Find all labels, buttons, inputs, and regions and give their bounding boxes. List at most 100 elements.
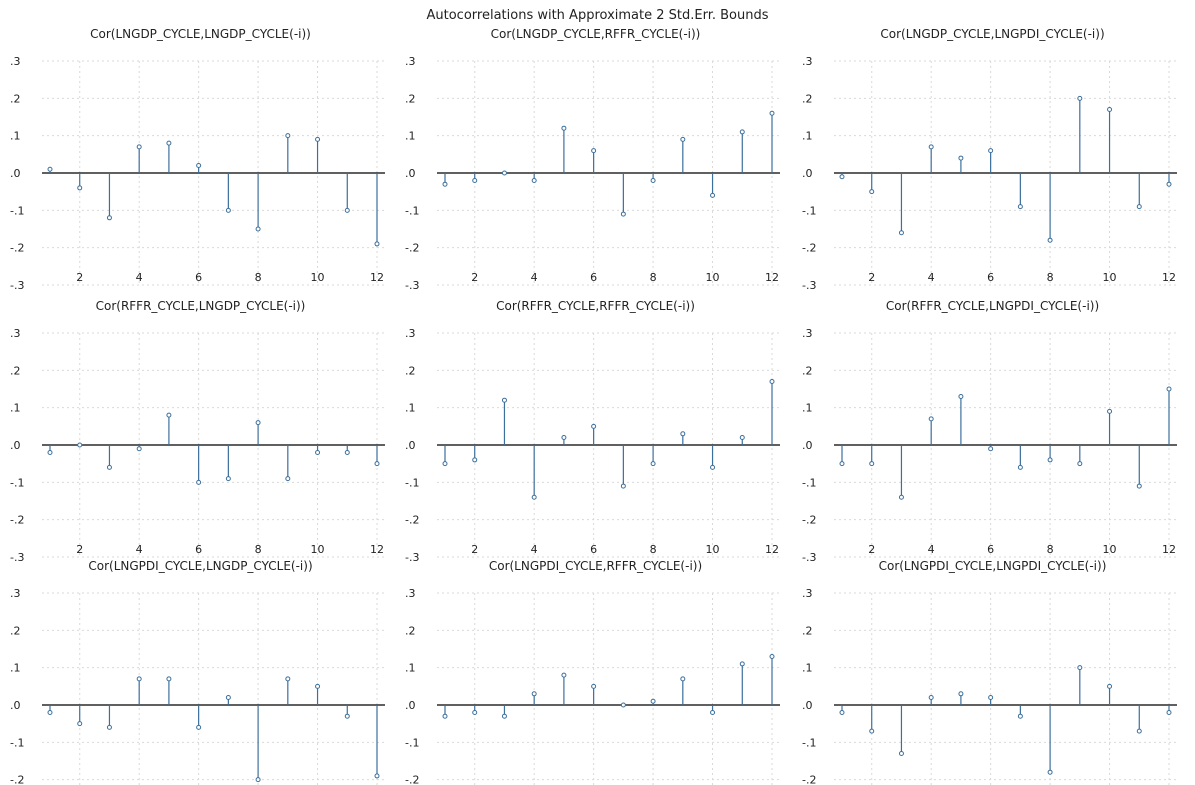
x-tick-label: 4 <box>136 271 143 284</box>
x-tick-label: 4 <box>928 271 935 284</box>
point-lag-9 <box>680 676 686 682</box>
point-lag-9 <box>1077 461 1083 467</box>
point-lag-6 <box>196 724 202 730</box>
y-tick-label: .0 <box>10 439 21 452</box>
x-tick-label: 6 <box>590 271 597 284</box>
panel-title: Cor(LNGDP_CYCLE,RFFR_CYCLE(-i)) <box>491 27 701 41</box>
point-lag-3 <box>898 494 904 500</box>
y-tick-label: -.2 <box>10 774 24 785</box>
x-tick-label: 12 <box>765 271 779 284</box>
y-tick-label: .1 <box>10 402 21 415</box>
x-tick-label: 8 <box>650 271 657 284</box>
point-lag-12 <box>769 653 775 659</box>
point-lag-8 <box>650 177 656 183</box>
point-lag-12 <box>374 773 380 779</box>
panel-title: Cor(LNGDP_CYCLE,LNGPDI_CYCLE(-i)) <box>880 27 1104 41</box>
panel-title: Cor(RFFR_CYCLE,RFFR_CYCLE(-i)) <box>496 299 695 313</box>
point-lag-2 <box>869 461 875 467</box>
point-lag-5 <box>166 140 172 146</box>
point-lag-2 <box>869 189 875 195</box>
point-lag-8 <box>650 698 656 704</box>
point-lag-5 <box>561 435 567 441</box>
point-lag-11 <box>739 129 745 135</box>
point-lag-10 <box>1107 107 1113 113</box>
panel-3: Cor(LNGDP_CYCLE,LNGPDI_CYCLE(-i)) .3 .2 .1.… <box>802 27 1177 292</box>
y-tick-label: .1 <box>10 130 21 143</box>
point-lag-2 <box>472 177 478 183</box>
point-lag-1 <box>839 174 845 180</box>
y-tick-label: .2 <box>10 92 21 105</box>
point-lag-9 <box>285 676 291 682</box>
point-lag-1 <box>47 449 53 455</box>
x-tick-label: 10 <box>706 271 720 284</box>
point-lag-3 <box>106 464 112 470</box>
point-lag-5 <box>166 676 172 682</box>
x-tick-label: 4 <box>531 543 538 556</box>
y-tick-label: .1 <box>405 130 416 143</box>
y-tick-label: -.1 <box>10 476 24 489</box>
y-tick-label: .3 <box>405 587 416 600</box>
x-tick-label: 10 <box>706 543 720 556</box>
x-tick-label: 6 <box>987 543 994 556</box>
point-lag-7 <box>1017 464 1023 470</box>
x-tick-label: 6 <box>195 543 202 556</box>
point-lag-12 <box>1166 709 1172 715</box>
point-lag-6 <box>196 479 202 485</box>
point-lag-12 <box>769 379 775 385</box>
point-lag-7 <box>620 483 626 489</box>
y-tick-label: .2 <box>405 624 416 637</box>
y-tick-label: .3 <box>802 327 813 340</box>
point-lag-4 <box>928 144 934 150</box>
point-lag-8 <box>1047 769 1053 775</box>
x-tick-label: 12 <box>765 543 779 556</box>
y-tick-label: .1 <box>802 130 813 143</box>
y-tick-label: .0 <box>405 439 416 452</box>
y-tick-label: -.3 <box>802 551 816 564</box>
point-lag-5 <box>561 125 567 131</box>
point-lag-4 <box>531 494 537 500</box>
x-tick-label: 8 <box>1047 543 1054 556</box>
panel-9: Cor(LNGPDI_CYCLE,LNGPDI_CYCLE(-i)) .3 .2 .1… <box>802 559 1177 785</box>
point-lag-5 <box>958 393 964 399</box>
point-lag-5 <box>561 672 567 678</box>
point-lag-1 <box>839 461 845 467</box>
panel-title: Cor(LNGPDI_CYCLE,LNGDP_CYCLE(-i)) <box>88 559 312 573</box>
y-tick-label: -.1 <box>10 736 24 749</box>
point-lag-1 <box>442 713 448 719</box>
point-lag-1 <box>47 709 53 715</box>
point-lag-1 <box>839 709 845 715</box>
y-tick-label: -.3 <box>10 279 24 292</box>
point-lag-5 <box>958 691 964 697</box>
point-lag-8 <box>255 226 261 232</box>
point-lag-6 <box>988 695 994 701</box>
x-tick-label: 12 <box>370 543 384 556</box>
point-lag-3 <box>501 397 507 403</box>
point-lag-10 <box>710 464 716 470</box>
point-lag-12 <box>374 241 380 247</box>
panel-1: Cor(LNGDP_CYCLE,LNGDP_CYCLE(-i)) .3 .2 .1 .0… <box>10 27 385 292</box>
point-lag-2 <box>472 709 478 715</box>
y-tick-label: -.2 <box>405 774 419 785</box>
point-lag-8 <box>1047 237 1053 243</box>
point-lag-1 <box>442 181 448 187</box>
x-tick-label: 8 <box>650 543 657 556</box>
y-tick-label: -.2 <box>10 242 24 255</box>
y-tick-label: .3 <box>10 55 21 68</box>
point-lag-11 <box>739 435 745 441</box>
point-lag-10 <box>315 683 321 689</box>
point-lag-4 <box>136 144 142 150</box>
x-tick-label: 6 <box>195 271 202 284</box>
y-tick-label: -.3 <box>405 551 419 564</box>
point-lag-10 <box>710 709 716 715</box>
point-lag-3 <box>898 230 904 236</box>
x-tick-label: 8 <box>255 271 262 284</box>
point-lag-7 <box>1017 204 1023 210</box>
y-tick-label: .3 <box>405 327 416 340</box>
point-lag-12 <box>769 110 775 116</box>
y-tick-label: .0 <box>802 167 813 180</box>
x-tick-label: 8 <box>255 543 262 556</box>
point-lag-2 <box>77 721 83 727</box>
panel-title: Cor(RFFR_CYCLE,LNGDP_CYCLE(-i)) <box>96 299 306 313</box>
y-tick-label: -.1 <box>802 204 816 217</box>
y-tick-label: .3 <box>802 587 813 600</box>
